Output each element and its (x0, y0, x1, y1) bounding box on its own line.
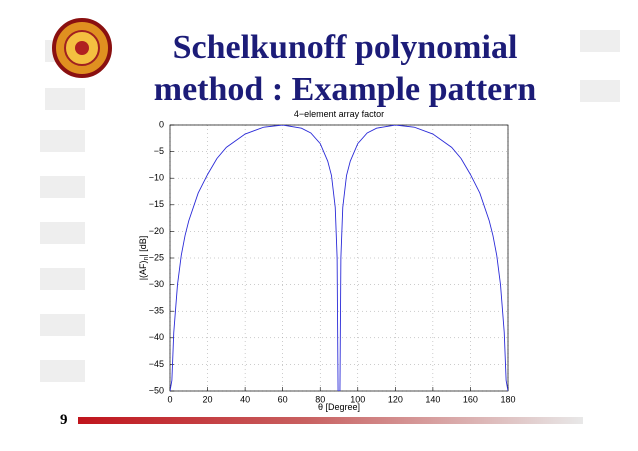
y-axis-label-sub: n (143, 256, 150, 260)
y-axis-label-part: | [dB] (138, 236, 148, 257)
x-tick-label: 0 (167, 394, 172, 404)
x-axis-label: θ [Degree] (318, 402, 360, 412)
x-tick-label: 120 (388, 394, 403, 404)
y-tick-label: −10 (149, 173, 164, 183)
x-tick-label: 180 (500, 394, 515, 404)
x-tick-label: 20 (203, 394, 213, 404)
footer-bar (78, 417, 583, 424)
y-tick-label: −40 (149, 332, 164, 342)
y-tick-label: −20 (149, 226, 164, 236)
chart-title: 4−element array factor (294, 109, 384, 119)
x-tick-label: 60 (278, 394, 288, 404)
logo (52, 18, 112, 78)
y-tick-label: −45 (149, 359, 164, 369)
y-axis-label-part: |(AF) (138, 260, 148, 280)
y-axis-label: |(AF)n| [dB] (138, 236, 150, 281)
page-number: 9 (60, 412, 68, 428)
y-tick-label: −50 (149, 385, 164, 395)
slide-title: method : Example pattern (154, 71, 537, 108)
y-tick-label: −25 (149, 252, 164, 262)
data-line (170, 125, 508, 391)
x-tick-label: 100 (350, 394, 365, 404)
y-tick-label: 0 (159, 119, 164, 129)
y-tick-label: −30 (149, 279, 164, 289)
x-tick-label: 140 (425, 394, 440, 404)
decoration (40, 30, 620, 382)
slide-title: Schelkunoff polynomial (173, 29, 518, 66)
y-tick-label: −5 (154, 146, 164, 156)
x-tick-label: 80 (315, 394, 325, 404)
y-tick-label: −15 (149, 199, 164, 209)
x-tick-label: 160 (463, 394, 478, 404)
x-tick-label: 40 (240, 394, 250, 404)
y-tick-label: −35 (149, 306, 164, 316)
